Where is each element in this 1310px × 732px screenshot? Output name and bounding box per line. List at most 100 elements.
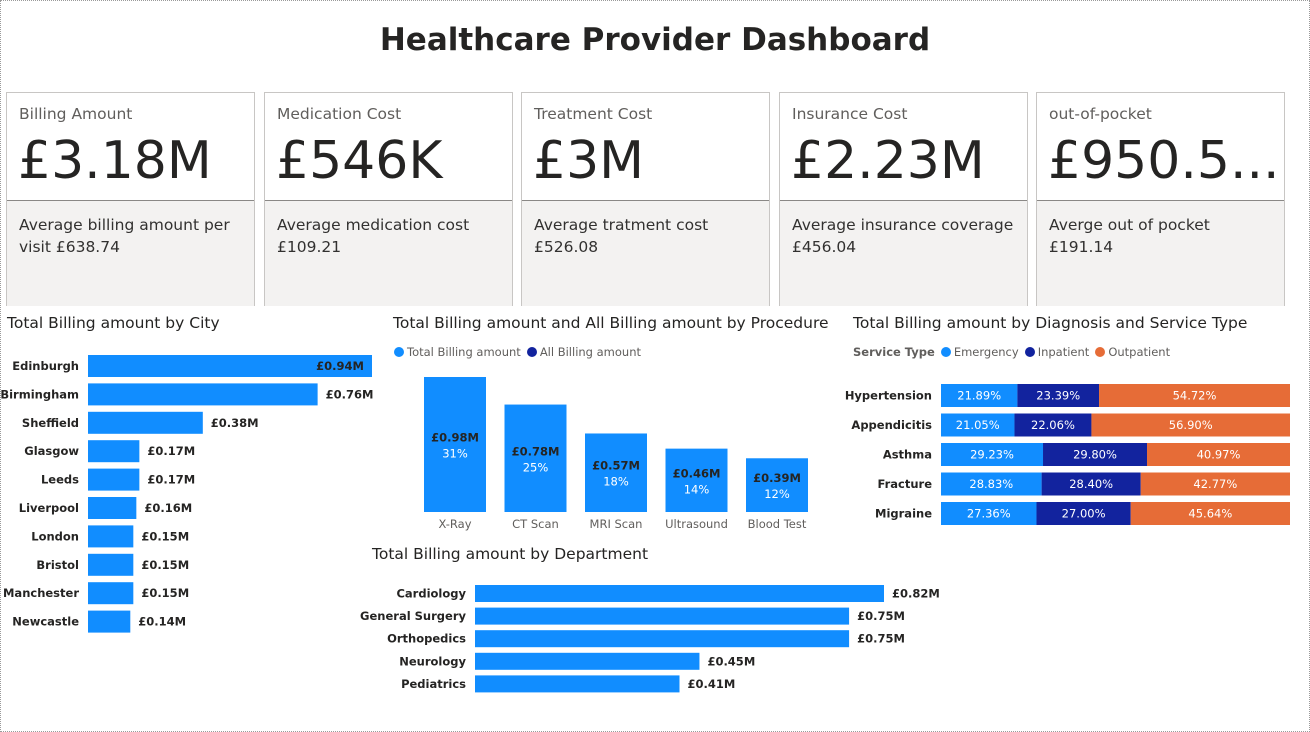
diagnosis-stacked-chart[interactable]: Hypertension 21.89% 23.39% 54.72% Appendicit… [845, 378, 1300, 530]
procedure-category-label: MRI Scan [590, 517, 643, 531]
diagnosis-segment-inpatient[interactable] [1017, 384, 1100, 407]
legend-dot-icon [394, 347, 404, 357]
legend-item-inpatient[interactable]: Inpatient [1024, 345, 1089, 359]
procedure-bar[interactable] [665, 448, 728, 512]
city-bar[interactable] [88, 582, 134, 605]
department-value-label: £0.75M [857, 632, 905, 646]
department-bar-chart[interactable]: Cardiology £0.82M General Surgery £0.75M Ort… [360, 578, 960, 698]
kpi-label: Billing Amount [19, 105, 133, 123]
city-bar[interactable] [88, 497, 137, 519]
diagnosis-segment-emergency[interactable] [941, 472, 1042, 496]
department-value-label: £0.45M [707, 654, 755, 668]
kpi-label: Insurance Cost [792, 105, 908, 123]
procedure-category-label: Blood Test [748, 517, 807, 531]
diagnosis-segment-inpatient[interactable] [1036, 502, 1131, 525]
diagnosis-segment-emergency[interactable] [941, 384, 1018, 407]
department-label: Neurology [399, 654, 466, 668]
diagnosis-segment-outpatient[interactable] [1099, 384, 1290, 407]
kpi-card-out-of-pocket[interactable]: out-of-pocket £950.5... Averge out of po… [1036, 92, 1285, 306]
kpi-value: £2.23M [791, 131, 985, 191]
department-label: General Surgery [360, 609, 466, 623]
department-value-label: £0.75M [857, 609, 905, 623]
legend-dot-icon [1024, 347, 1035, 357]
kpi-label: Medication Cost [277, 105, 402, 123]
department-label: Cardiology [396, 587, 466, 601]
procedure-column-chart[interactable]: £0.98M 31% X-Ray £0.78M 25% CT Scan £0.57M 18% M… [410, 362, 820, 537]
diagnosis-percent-label: 21.05% [956, 418, 1000, 432]
city-label: Birmingham [0, 387, 79, 401]
diagnosis-segment-outpatient[interactable] [1140, 472, 1290, 496]
procedure-legend: Total Billing amount All Billing amount [394, 345, 647, 359]
city-bar[interactable] [88, 468, 140, 491]
city-value-label: £0.76M [326, 387, 374, 401]
city-bar[interactable] [88, 610, 131, 633]
legend-item-emergency[interactable]: Emergency [940, 345, 1019, 359]
department-bar[interactable] [475, 652, 700, 670]
city-label: Newcastle [12, 615, 79, 629]
diagnosis-percent-label: 54.72% [1173, 389, 1217, 403]
kpi-card-billing-amount[interactable]: Billing Amount £3.18M Average billing am… [6, 92, 255, 306]
diagnosis-segment-emergency[interactable] [941, 413, 1015, 437]
legend-label: All Billing amount [539, 345, 642, 359]
legend-dot-icon [526, 347, 537, 357]
procedure-bar[interactable] [424, 377, 486, 512]
diagnosis-segment-emergency[interactable] [941, 502, 1037, 525]
kpi-label: Treatment Cost [534, 105, 653, 123]
kpi-card-insurance-cost[interactable]: Insurance Cost £2.23M Average insurance … [779, 92, 1028, 306]
kpi-detail: Averge out of pocket £191.14 [1037, 201, 1284, 306]
diagnosis-segment-inpatient[interactable] [1043, 443, 1148, 466]
legend-item-total[interactable]: Total Billing amount [394, 345, 521, 359]
city-value-label: £0.15M [141, 558, 189, 572]
procedure-percent-label: 31% [442, 447, 468, 461]
procedure-category-label: CT Scan [512, 517, 559, 531]
kpi-card-medication-cost[interactable]: Medication Cost £546K Average medication… [264, 92, 513, 306]
procedure-value-label: £0.39M [753, 471, 801, 485]
city-label: Manchester [3, 586, 79, 600]
procedure-bar[interactable] [585, 433, 647, 512]
diagnosis-percent-label: 28.83% [969, 477, 1013, 491]
diagnosis-segment-emergency[interactable] [941, 443, 1044, 466]
city-bar[interactable] [88, 411, 203, 434]
procedure-category-label: Ultrasound [665, 517, 728, 531]
procedure-category-label: X-Ray [438, 517, 471, 531]
city-bar-chart[interactable]: Edinburgh £0.94M Birmingham £0.76M Sheffield… [0, 350, 385, 640]
city-bar[interactable] [88, 440, 140, 463]
kpi-value: £546K [276, 131, 443, 191]
city-value-label: £0.38M [211, 416, 259, 430]
department-bar[interactable] [475, 607, 850, 625]
diagnosis-segment-outpatient[interactable] [1091, 413, 1290, 437]
kpi-value: £3M [533, 131, 645, 191]
legend-item-outpatient[interactable]: Outpatient [1095, 345, 1170, 359]
procedure-value-label: £0.46M [673, 466, 721, 480]
department-bar[interactable] [475, 630, 850, 648]
procedure-value-label: £0.78M [512, 444, 560, 458]
city-bar[interactable] [88, 383, 318, 406]
diagnosis-segment-inpatient[interactable] [1041, 472, 1141, 496]
department-bar[interactable] [475, 585, 884, 602]
diagnosis-percent-label: 56.90% [1169, 418, 1213, 432]
department-value-label: £0.41M [688, 677, 736, 691]
diagnosis-segment-outpatient[interactable] [1147, 443, 1290, 466]
city-bar[interactable] [88, 525, 134, 548]
kpi-value: £3.18M [18, 131, 212, 191]
department-value-label: £0.82M [892, 587, 940, 601]
department-bar[interactable] [475, 675, 680, 693]
diagnosis-percent-label: 28.40% [1069, 477, 1113, 491]
city-value-label: £0.15M [141, 586, 189, 600]
diagnosis-segment-inpatient[interactable] [1014, 413, 1092, 437]
diagnosis-percent-label: 40.97% [1197, 448, 1241, 462]
procedure-bar[interactable] [746, 458, 808, 512]
kpi-detail: Average billing amount per visit £638.74 [7, 201, 254, 306]
procedure-bar[interactable] [504, 404, 567, 512]
city-bar[interactable] [88, 355, 372, 377]
kpi-card-treatment-cost[interactable]: Treatment Cost £3M Average tratment cost… [521, 92, 770, 306]
legend-item-all[interactable]: All Billing amount [526, 345, 642, 359]
city-value-label: £0.17M [147, 444, 195, 458]
city-bar[interactable] [88, 553, 134, 576]
diagnosis-segment-outpatient[interactable] [1130, 502, 1290, 525]
legend-title: Service Type [853, 345, 935, 359]
city-value-label: £0.16M [144, 501, 192, 515]
procedure-percent-label: 25% [523, 460, 549, 474]
kpi-detail: Average medication cost £109.21 [265, 201, 512, 306]
city-label: Sheffield [22, 416, 79, 430]
